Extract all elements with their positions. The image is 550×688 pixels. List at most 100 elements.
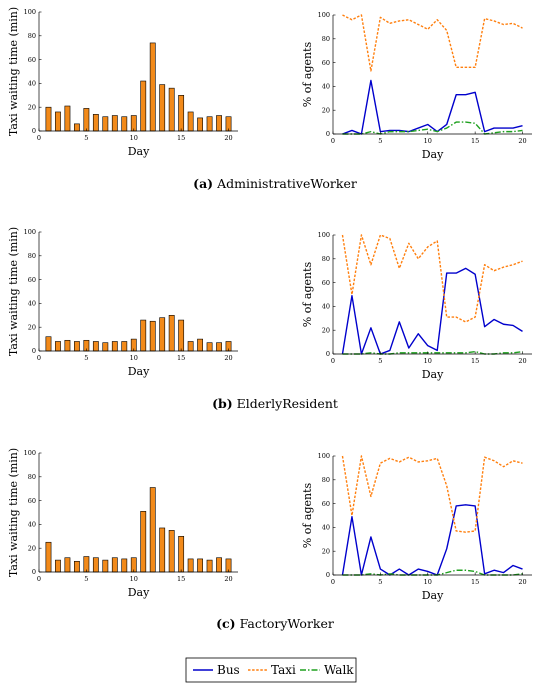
y-tick-label-40: 40 <box>322 83 330 91</box>
x-tick-label-20: 20 <box>518 357 526 365</box>
bar-day-13 <box>159 527 166 573</box>
chart-2: 0 20 40 60 80 100 0 5 10 15 20 Day % of agents <box>301 11 532 161</box>
bar-day-8 <box>111 341 118 352</box>
bar-day-6 <box>92 557 99 573</box>
bar-day-16 <box>187 341 194 352</box>
bar-day-3 <box>64 557 71 573</box>
y-tick-label-40: 40 <box>28 80 36 88</box>
x-axis-label: Day <box>422 148 444 161</box>
caption-b-letter: (b) <box>212 396 233 411</box>
y-axis-label: % of agents <box>301 41 314 107</box>
bar-day-13 <box>159 317 166 352</box>
x-tick-label-20: 20 <box>224 134 232 142</box>
bar-day-19 <box>216 342 222 352</box>
chart-1: 0 20 40 60 80 100 0 5 10 15 20 Day Taxi waiting time… <box>7 7 238 158</box>
x-tick-label-0: 0 <box>331 357 335 365</box>
bar-day-17 <box>197 117 204 132</box>
x-tick-label-5: 5 <box>378 578 382 586</box>
bar-day-6 <box>92 114 99 132</box>
bar-day-3 <box>64 105 71 132</box>
caption-a-name: AdministrativeWorker <box>216 176 357 191</box>
chart-3: 0 20 40 60 80 100 0 5 10 15 20 Day Taxi waiting time… <box>7 227 238 378</box>
bar-day-15 <box>178 95 185 132</box>
x-tick-label-5: 5 <box>378 137 382 145</box>
series-line-taxi <box>342 14 523 72</box>
bar-day-12 <box>149 487 156 573</box>
bar-day-12 <box>149 42 156 132</box>
bar-day-1 <box>45 106 52 132</box>
bar-day-18 <box>206 342 213 352</box>
bar-day-15 <box>178 319 185 352</box>
x-tick-label-15: 15 <box>471 578 479 586</box>
bar-day-2 <box>55 559 61 573</box>
x-tick-label-0: 0 <box>37 575 41 583</box>
caption-b-name: ElderlyResident <box>237 396 338 411</box>
caption-a-letter: (a) <box>193 176 213 191</box>
x-axis-label: Day <box>128 586 150 599</box>
x-tick-label-15: 15 <box>177 354 185 362</box>
y-tick-label-100: 100 <box>24 228 36 236</box>
bar-day-6 <box>92 341 99 352</box>
bar-day-1 <box>45 336 52 352</box>
legend-walk-label: Walk <box>324 663 354 677</box>
x-tick-label-15: 15 <box>177 575 185 583</box>
bar-day-18 <box>206 559 213 573</box>
bar-day-14 <box>168 530 175 573</box>
series-line-walk <box>342 121 523 135</box>
x-tick-label-0: 0 <box>37 134 41 142</box>
bar-day-17 <box>197 338 204 352</box>
x-tick-label-5: 5 <box>84 575 88 583</box>
x-tick-label-0: 0 <box>37 354 41 362</box>
x-axis-label: Day <box>128 145 150 158</box>
y-tick-label-80: 80 <box>322 35 330 43</box>
y-tick-label-20: 20 <box>28 544 36 552</box>
bar-day-8 <box>111 557 118 573</box>
bar-day-14 <box>168 314 175 352</box>
bar-day-5 <box>83 108 90 132</box>
bar-day-16 <box>187 111 194 132</box>
y-tick-label-0: 0 <box>326 130 330 138</box>
y-tick-label-80: 80 <box>28 473 36 481</box>
caption-c-letter: (c) <box>216 616 235 631</box>
y-tick-label-60: 60 <box>322 500 330 508</box>
bar-day-4 <box>73 341 80 352</box>
caption-b: (b) ElderlyResident <box>212 396 338 411</box>
x-tick-label-10: 10 <box>130 575 138 583</box>
y-tick-label-20: 20 <box>28 103 36 111</box>
x-tick-label-0: 0 <box>331 578 335 586</box>
bar-day-2 <box>55 341 61 352</box>
x-tick-label-20: 20 <box>518 578 526 586</box>
y-axis-label: Taxi waiting time (min) <box>7 227 20 356</box>
legend-box <box>185 657 357 683</box>
x-tick-label-20: 20 <box>224 354 232 362</box>
x-axis-label: Day <box>422 589 444 602</box>
x-tick-label-5: 5 <box>84 354 88 362</box>
bar-day-13 <box>159 84 166 132</box>
y-tick-label-20: 20 <box>322 547 330 555</box>
y-tick-label-100: 100 <box>318 231 330 239</box>
bar-day-7 <box>102 116 109 132</box>
bar-day-1 <box>45 541 52 573</box>
bar-day-17 <box>197 558 204 573</box>
series-line-bus <box>341 267 523 355</box>
bar-day-11 <box>140 511 147 573</box>
x-axis-label: Day <box>422 368 444 381</box>
bar-day-9 <box>121 341 128 352</box>
y-tick-label-80: 80 <box>28 32 36 40</box>
bar-day-7 <box>102 342 109 352</box>
y-tick-label-80: 80 <box>322 476 330 484</box>
chart-4: 0 20 40 60 80 100 0 5 10 15 20 Day % of agents <box>301 231 532 381</box>
bar-day-9 <box>121 116 128 132</box>
x-tick-label-10: 10 <box>424 357 432 365</box>
bar-day-15 <box>178 535 185 573</box>
bar-day-12 <box>149 320 156 352</box>
y-axis-label: Taxi waiting time (min) <box>7 7 20 136</box>
chart-5: 0 20 40 60 80 100 0 5 10 15 20 Day Taxi waiting time… <box>7 448 238 599</box>
caption-c-name: FactoryWorker <box>240 616 334 631</box>
bar-day-4 <box>73 123 80 132</box>
bar-day-3 <box>64 339 71 352</box>
bar-day-9 <box>121 558 128 573</box>
bar-day-7 <box>102 559 109 573</box>
y-tick-label-0: 0 <box>32 347 36 355</box>
y-tick-label-60: 60 <box>28 276 36 284</box>
